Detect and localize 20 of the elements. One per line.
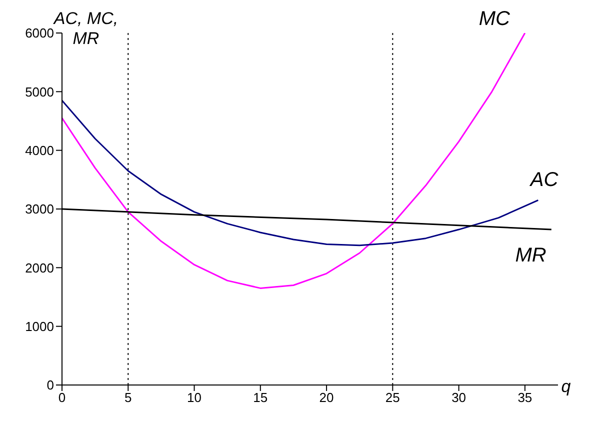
x-tick-label: 35 (518, 390, 532, 406)
x-tick-label: 25 (385, 390, 400, 406)
y-tick-label: 2000 (25, 260, 54, 276)
series-label: MC (478, 8, 510, 30)
x-axis-title: q (561, 377, 572, 396)
y-tick-label: 3000 (25, 202, 54, 217)
y-tick-label: 5000 (25, 84, 54, 100)
y-tick-label: 6000 (25, 26, 54, 41)
x-tick-label: 0 (58, 390, 66, 406)
x-tick-label: 10 (187, 390, 202, 406)
y-tick-label: 4000 (25, 142, 54, 158)
y-tick-label: 0 (46, 378, 54, 393)
x-tick-label: 5 (124, 390, 132, 406)
series-label: AC (529, 169, 559, 192)
x-tick-label: 15 (253, 390, 268, 406)
y-tick-label: 1000 (25, 318, 54, 334)
x-tick-label: 20 (319, 390, 334, 406)
y-axis-title: AC, MC, MR (52, 9, 118, 48)
x-tick-label: 30 (452, 390, 466, 406)
series-label: MR (515, 244, 546, 267)
